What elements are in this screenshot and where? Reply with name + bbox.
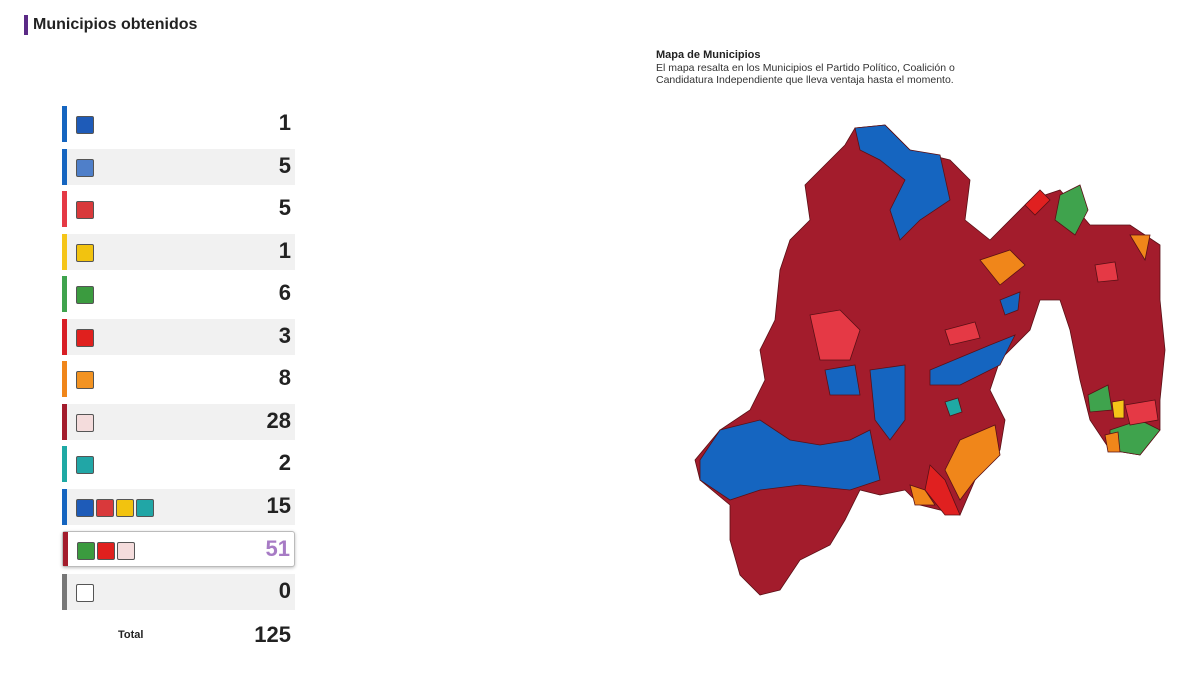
party-logos bbox=[76, 116, 94, 134]
result-row: 1 bbox=[62, 106, 295, 142]
map-region bbox=[1094, 261, 1119, 283]
party-stripe bbox=[62, 403, 67, 440]
map-region bbox=[944, 424, 1001, 501]
map-region bbox=[999, 291, 1021, 316]
party-logo bbox=[76, 371, 94, 389]
result-row: 15 bbox=[62, 488, 295, 525]
municipality-count: 6 bbox=[278, 280, 291, 305]
map-region bbox=[1109, 419, 1161, 456]
party-logo bbox=[117, 542, 135, 560]
party-stripe bbox=[63, 532, 68, 566]
party-stripe bbox=[62, 276, 67, 312]
party-logo bbox=[96, 498, 114, 517]
party-logos bbox=[76, 328, 94, 347]
result-row: 8 bbox=[62, 361, 295, 397]
map-region bbox=[979, 249, 1026, 286]
party-logos bbox=[76, 371, 94, 389]
party-logo bbox=[76, 328, 94, 347]
party-stripe bbox=[62, 233, 67, 270]
section-title: Municipios obtenidos bbox=[24, 15, 197, 35]
party-stripe bbox=[62, 573, 67, 610]
party-logos bbox=[76, 243, 94, 262]
party-logos bbox=[76, 498, 154, 517]
municipality-count: 5 bbox=[278, 152, 291, 178]
municipality-count: 5 bbox=[278, 195, 291, 220]
municipality-count: 1 bbox=[278, 110, 291, 135]
result-row: 5 bbox=[62, 148, 295, 185]
total-value: 125 bbox=[254, 622, 291, 647]
map-region bbox=[699, 419, 881, 501]
map-region bbox=[909, 484, 936, 506]
result-row: 28 bbox=[62, 403, 295, 440]
party-logos bbox=[76, 201, 94, 219]
map-region bbox=[869, 364, 906, 441]
party-logo bbox=[76, 243, 94, 262]
municipality-count: 2 bbox=[278, 450, 291, 475]
party-logos bbox=[76, 158, 94, 177]
map-region bbox=[1111, 399, 1125, 419]
party-stripe bbox=[62, 361, 67, 397]
total-label: Total bbox=[118, 629, 144, 641]
party-stripe bbox=[62, 488, 67, 525]
municipality-count: 0 bbox=[278, 577, 291, 603]
municipality-count: 1 bbox=[278, 237, 291, 263]
municipality-count: 51 bbox=[265, 536, 290, 561]
party-stripe bbox=[62, 106, 67, 142]
party-stripe bbox=[62, 191, 67, 227]
party-logo bbox=[76, 201, 94, 219]
municipality-count: 28 bbox=[266, 407, 291, 433]
result-row: 2 bbox=[62, 446, 295, 482]
party-logo bbox=[76, 116, 94, 134]
party-logo bbox=[116, 498, 134, 517]
party-logo bbox=[136, 498, 154, 517]
map-title: Mapa de Municipios bbox=[656, 49, 761, 61]
map-region bbox=[1124, 399, 1159, 426]
map-region bbox=[1054, 184, 1089, 236]
map-region bbox=[1129, 234, 1151, 262]
map-region bbox=[944, 321, 981, 346]
party-logo bbox=[76, 286, 94, 304]
party-logo bbox=[76, 413, 94, 432]
party-logo bbox=[97, 542, 115, 560]
result-row: 3 bbox=[62, 318, 295, 355]
result-row: 0 bbox=[62, 573, 295, 610]
map-region bbox=[694, 124, 1166, 596]
party-logos bbox=[76, 286, 94, 304]
map-region bbox=[809, 309, 861, 361]
party-logo bbox=[77, 542, 95, 560]
result-row: 1 bbox=[62, 233, 295, 270]
map-region bbox=[1104, 431, 1121, 453]
party-logo bbox=[76, 158, 94, 177]
party-stripe bbox=[62, 148, 67, 185]
map-region bbox=[1087, 384, 1113, 413]
party-logos bbox=[76, 413, 94, 432]
map-region bbox=[824, 364, 861, 396]
municipality-count: 3 bbox=[278, 322, 291, 348]
municipality-count: 8 bbox=[278, 365, 291, 390]
result-row: 6 bbox=[62, 276, 295, 312]
result-row: 51 bbox=[62, 531, 295, 567]
map-region bbox=[854, 124, 951, 241]
map-region bbox=[1024, 189, 1051, 216]
party-logo bbox=[76, 456, 94, 474]
map-region bbox=[944, 397, 963, 417]
municipality-count: 15 bbox=[266, 492, 291, 518]
map-region bbox=[924, 464, 961, 516]
results-table: 1 5 5 1 6 3 8 28 2 15 51 0 bbox=[62, 106, 295, 616]
party-logos bbox=[76, 583, 94, 602]
party-logos bbox=[76, 456, 94, 474]
result-row: 5 bbox=[62, 191, 295, 227]
party-stripe bbox=[62, 318, 67, 355]
party-logos bbox=[77, 542, 135, 560]
party-stripe bbox=[62, 446, 67, 482]
party-logo bbox=[76, 498, 94, 517]
party-logo bbox=[76, 583, 94, 602]
map-description: El mapa resalta en los Municipios el Par… bbox=[656, 62, 955, 86]
map-region bbox=[929, 334, 1016, 386]
